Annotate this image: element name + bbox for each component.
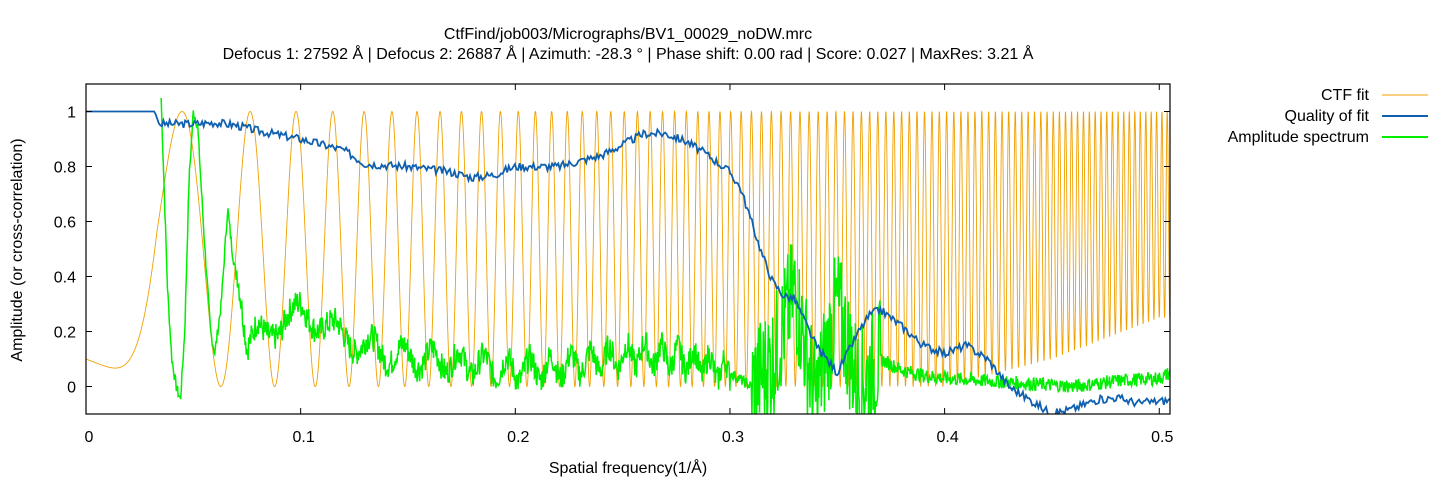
x-tick-label: 0.1 (293, 429, 315, 446)
x-tick-label: 0.5 (1151, 429, 1173, 446)
x-tick-label: 0.2 (507, 429, 529, 446)
series-ctf-fit-line (86, 109, 1170, 389)
y-tick-label: 0.2 (54, 325, 76, 342)
chart-subtitle: Defocus 1: 27592 Å | Defocus 2: 26887 Å … (223, 44, 1034, 63)
series-amplitude-spectrum-line (160, 97, 1170, 414)
plot-frame (85, 83, 1171, 415)
legend: CTF fit Quality of fit Amplitude spectrum (1228, 87, 1428, 146)
series-quality-of-fit-line (86, 110, 1170, 414)
x-tick-label: 0.3 (722, 429, 744, 446)
y-axis-label: Amplitude (or cross-correlation) (9, 138, 26, 361)
y-tick-label: 0.4 (54, 270, 76, 287)
x-tick-label: 0 (85, 429, 94, 446)
y-tick-label: 1 (67, 105, 76, 122)
chart-title: CtfFind/job003/Micrographs/BV1_00029_noD… (444, 26, 812, 43)
legend-label: CTF fit (1321, 87, 1370, 104)
y-tick-label: 0.6 (54, 215, 76, 232)
legend-label: Quality of fit (1285, 108, 1370, 125)
legend-label: Amplitude spectrum (1228, 129, 1369, 146)
x-tick-label: 0.4 (936, 429, 958, 446)
series-layer (86, 97, 1170, 414)
y-tick-label: 0 (67, 380, 76, 397)
ticks-layer: 0 0.1 0.2 0.3 0.4 0.5 0 0.2 0.4 0.6 0.8 1 (54, 84, 1173, 446)
x-axis-label: Spatial frequency(1/Å) (549, 458, 707, 477)
y-tick-label: 0.8 (54, 160, 76, 177)
